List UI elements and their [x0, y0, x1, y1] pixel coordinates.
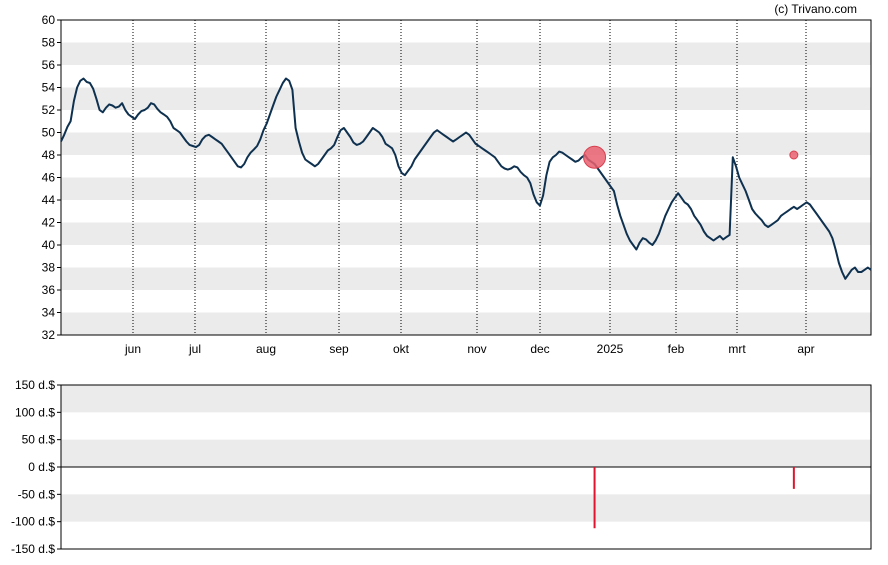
volume-band — [61, 494, 871, 522]
y-tick-label: 54 — [42, 81, 56, 95]
credit-text: (c) Trivano.com — [774, 2, 857, 16]
y-tick-label: 58 — [42, 36, 56, 50]
x-tick-label: nov — [467, 342, 486, 356]
y-tick-label: 0 d.$ — [28, 460, 55, 474]
x-tick-label: okt — [393, 342, 410, 356]
x-tick-label: feb — [668, 342, 685, 356]
y-tick-label: -50 d.$ — [18, 487, 56, 501]
trade-marker — [789, 150, 799, 160]
y-tick-label: 44 — [42, 193, 56, 207]
x-tick-label: jul — [188, 342, 201, 356]
y-tick-label: -100 d.$ — [11, 515, 55, 529]
x-tick-label: jun — [124, 342, 141, 356]
price-band — [61, 267, 871, 290]
price-band — [61, 42, 871, 65]
price-line — [60, 77, 872, 280]
price-band — [61, 222, 871, 245]
volume-band — [61, 439, 871, 467]
y-tick-label: 52 — [42, 103, 56, 117]
x-tick-label: aug — [256, 342, 276, 356]
y-tick-label: 150 d.$ — [15, 378, 55, 392]
y-tick-label: 56 — [42, 58, 56, 72]
x-tick-label: apr — [797, 342, 814, 356]
y-tick-label: 60 — [42, 13, 56, 27]
y-tick-label: 50 d.$ — [22, 433, 56, 447]
y-tick-label: 100 d.$ — [15, 405, 55, 419]
volume-band — [61, 385, 871, 413]
y-tick-label: 40 — [42, 238, 56, 252]
y-tick-label: 48 — [42, 148, 56, 162]
price-band — [61, 132, 871, 155]
x-tick-label: mrt — [728, 342, 746, 356]
x-tick-label: sep — [329, 342, 349, 356]
y-tick-label: 42 — [42, 216, 56, 230]
x-tick-label: 2025 — [597, 342, 624, 356]
x-tick-label: dec — [530, 342, 549, 356]
y-tick-label: 38 — [42, 261, 56, 275]
trade-marker — [583, 145, 607, 169]
y-tick-label: 50 — [42, 126, 56, 140]
y-tick-label: 46 — [42, 171, 56, 185]
y-tick-label: 36 — [42, 283, 56, 297]
y-tick-label: 34 — [42, 306, 56, 320]
price-band — [61, 312, 871, 335]
y-tick-label: 32 — [42, 328, 56, 342]
price-band — [61, 177, 871, 200]
price-band — [61, 87, 871, 110]
y-tick-label: -150 d.$ — [11, 542, 55, 556]
